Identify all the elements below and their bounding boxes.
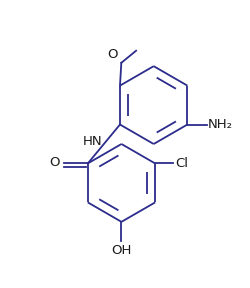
Text: O: O <box>107 48 118 61</box>
Text: Cl: Cl <box>174 157 187 170</box>
Text: OH: OH <box>111 244 131 257</box>
Text: O: O <box>49 156 59 169</box>
Text: NH₂: NH₂ <box>207 118 232 131</box>
Text: HN: HN <box>82 135 102 148</box>
